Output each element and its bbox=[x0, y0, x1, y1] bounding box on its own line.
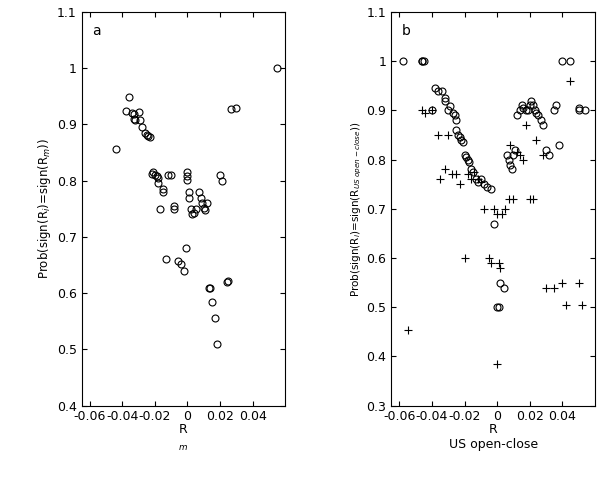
Text: a: a bbox=[92, 24, 100, 38]
X-axis label: R
US open-close: R US open-close bbox=[449, 423, 538, 452]
Text: b: b bbox=[402, 24, 410, 38]
Y-axis label: Prob(sign(R$_i$)=sign(R$_{US\ open-close}$)): Prob(sign(R$_i$)=sign(R$_{US\ open-close… bbox=[349, 121, 364, 297]
X-axis label: R
$_m$: R $_m$ bbox=[178, 423, 188, 453]
Y-axis label: Prob(sign(R$_i$)=sign(R$_m$)): Prob(sign(R$_i$)=sign(R$_m$)) bbox=[36, 138, 53, 279]
